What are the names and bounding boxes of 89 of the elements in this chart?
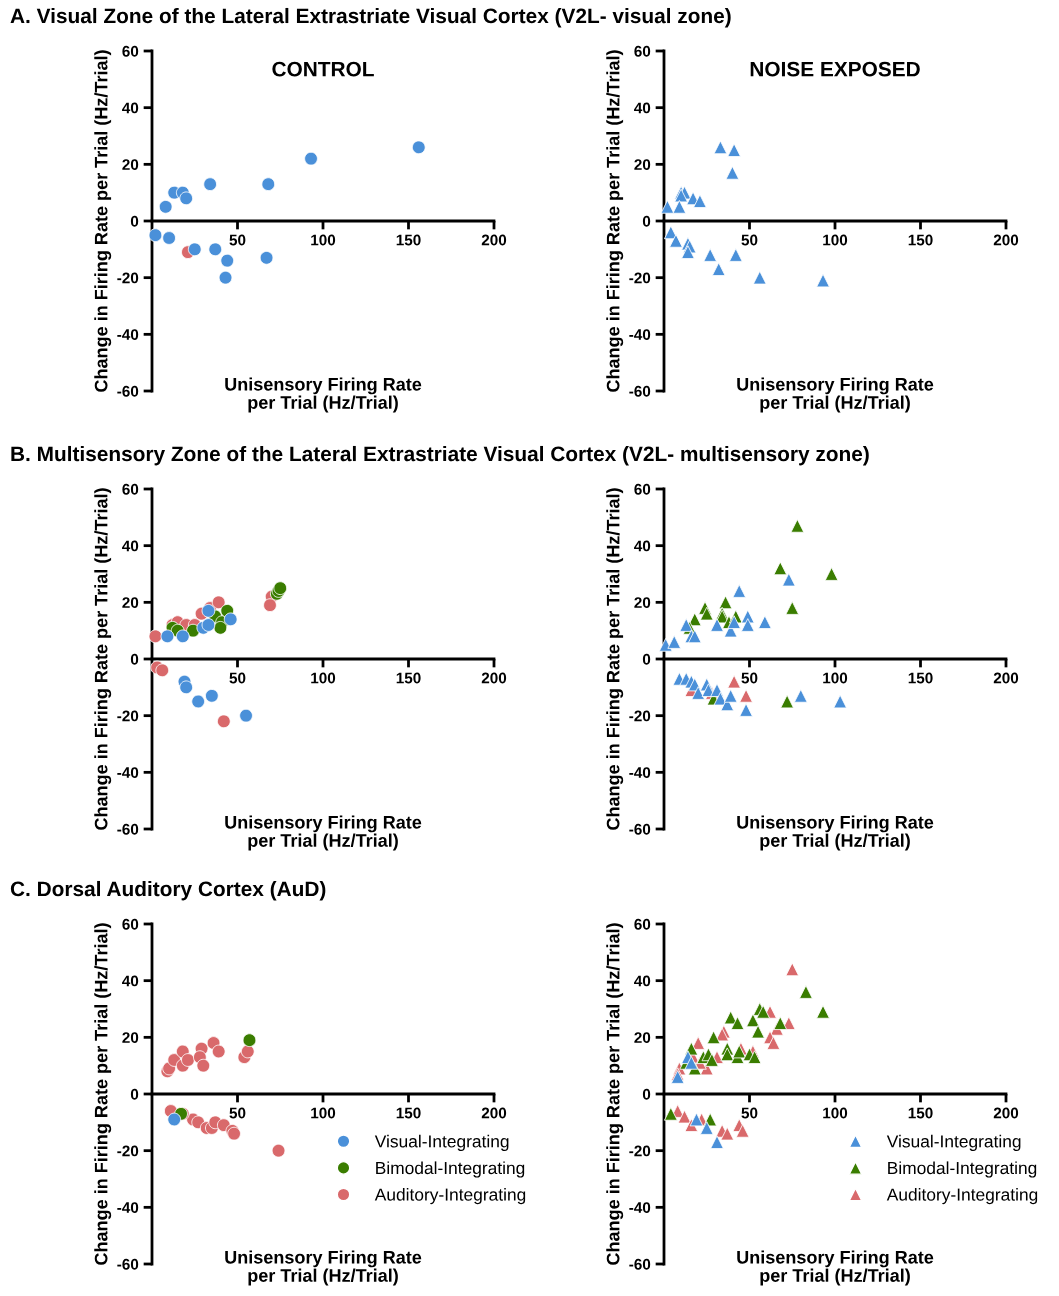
y-tick-label: -40 <box>629 1202 651 1214</box>
y-tick-label: 40 <box>122 102 139 114</box>
y-tick-label: 40 <box>122 540 139 552</box>
x-tick-label: 100 <box>311 234 336 246</box>
y-tick-label: -60 <box>117 385 139 397</box>
legend-label: Visual-Integrating <box>374 1134 509 1151</box>
y-tick-label: 40 <box>122 975 139 987</box>
y-tick-label: 0 <box>642 215 651 227</box>
y-tick-label: -40 <box>117 767 139 779</box>
x-tick-label: 200 <box>481 672 507 684</box>
legend-label: Bimodal-Integrating <box>888 1161 1037 1178</box>
legend-label: Auditory-Integrating <box>886 1187 1038 1205</box>
y-axis-title: Change in Firing Rate per Trial (Hz/Trial) <box>94 923 112 1265</box>
y-tick-label: 40 <box>634 975 651 987</box>
x-tick-label: 50 <box>229 672 246 684</box>
x-tick-label: 100 <box>823 1107 848 1119</box>
y-tick-label: -40 <box>117 1202 139 1214</box>
chart-title: C. Dorsal Auditory Cortex (AuD) <box>10 880 326 901</box>
x-tick-label: 200 <box>481 234 507 246</box>
y-tick-label: -20 <box>117 272 139 284</box>
y-tick-label: 60 <box>122 45 139 57</box>
x-tick-label: 50 <box>741 672 758 684</box>
x-tick-label: 200 <box>993 234 1019 246</box>
x-tick-label: 50 <box>741 1107 758 1119</box>
chart-subtitle: CONTROL <box>272 61 374 77</box>
y-tick-label: -60 <box>629 823 651 835</box>
y-tick-label: 20 <box>634 597 651 609</box>
x-axis-title: Unisensory Firing Rate per Trial (Hz/Trial) <box>225 1250 422 1286</box>
x-tick-label: 100 <box>823 234 848 246</box>
y-tick-label: 20 <box>634 1032 651 1044</box>
y-tick-label: 0 <box>130 653 139 665</box>
y-tick-label: 0 <box>130 1088 139 1100</box>
y-tick-label: -60 <box>629 1258 651 1270</box>
y-tick-label: 60 <box>634 918 651 930</box>
y-tick-label: -60 <box>117 1258 139 1270</box>
y-tick-label: -40 <box>629 329 651 341</box>
x-tick-label: 150 <box>908 1107 933 1119</box>
y-tick-label: 0 <box>642 1088 651 1100</box>
y-axis-title: Change in Firing Rate per Trial (Hz/Trial) <box>606 488 624 830</box>
legend-label: Bimodal-Integrating <box>376 1161 525 1178</box>
x-tick-label: 150 <box>908 672 933 684</box>
x-tick-label: 100 <box>311 1107 336 1119</box>
y-axis-title: Change in Firing Rate per Trial (Hz/Trial) <box>606 923 624 1265</box>
y-axis-title: Change in Firing Rate per Trial (Hz/Trial) <box>94 50 112 392</box>
y-tick-label: -40 <box>629 767 651 779</box>
x-axis-title: Unisensory Firing Rate per Trial (Hz/Trial) <box>737 1250 934 1286</box>
y-tick-label: -40 <box>117 329 139 341</box>
x-tick-label: 50 <box>741 234 758 246</box>
y-tick-label: 40 <box>634 540 651 552</box>
x-tick-label: 200 <box>481 1107 507 1119</box>
x-tick-label: 50 <box>229 234 246 246</box>
x-axis-title: Unisensory Firing Rate per Trial (Hz/Trial) <box>225 815 422 851</box>
y-tick-label: 20 <box>122 597 139 609</box>
y-tick-label: 60 <box>634 483 651 495</box>
x-axis-title: Unisensory Firing Rate per Trial (Hz/Trial) <box>737 377 934 413</box>
y-tick-label: -20 <box>629 272 651 284</box>
y-tick-label: -20 <box>629 710 651 722</box>
y-axis-title: Change in Firing Rate per Trial (Hz/Trial) <box>94 488 112 830</box>
x-tick-label: 100 <box>311 672 336 684</box>
y-tick-label: -60 <box>629 385 651 397</box>
x-tick-label: 150 <box>908 234 933 246</box>
y-tick-label: 0 <box>130 215 139 227</box>
y-axis-title: Change in Firing Rate per Trial (Hz/Trial) <box>606 50 624 392</box>
x-tick-label: 150 <box>396 672 421 684</box>
y-tick-label: 20 <box>122 1032 139 1044</box>
x-axis-title: Unisensory Firing Rate per Trial (Hz/Trial) <box>737 815 934 851</box>
x-tick-label: 100 <box>823 672 848 684</box>
y-tick-label: -60 <box>117 823 139 835</box>
y-tick-label: 20 <box>122 159 139 171</box>
x-tick-label: 200 <box>993 1107 1019 1119</box>
y-tick-label: 0 <box>642 653 651 665</box>
x-tick-label: 150 <box>396 234 421 246</box>
x-tick-label: 50 <box>229 1107 246 1119</box>
legend-label: Auditory-Integrating <box>374 1187 526 1205</box>
x-tick-label: 200 <box>993 672 1019 684</box>
legend-label: Visual-Integrating <box>886 1134 1021 1151</box>
y-tick-label: 20 <box>634 159 651 171</box>
y-tick-label: 60 <box>634 45 651 57</box>
y-tick-label: 40 <box>634 102 651 114</box>
chart-subtitle: NOISE EXPOSED <box>750 61 920 77</box>
chart-title: A. Visual Zone of the Lateral Extrastriate Visual Cortex (V2L- visual zone) <box>10 7 731 28</box>
chart-title: B. Multisensory Zone of the Lateral Extrastriate Visual Cortex (V2L- multisensory zone) <box>11 445 869 466</box>
y-tick-label: 60 <box>122 918 139 930</box>
x-tick-label: 150 <box>396 1107 421 1119</box>
y-tick-label: -20 <box>117 1145 139 1157</box>
y-tick-label: -20 <box>629 1145 651 1157</box>
y-tick-label: -20 <box>117 710 139 722</box>
y-tick-label: 60 <box>122 483 139 495</box>
x-axis-title: Unisensory Firing Rate per Trial (Hz/Trial) <box>225 377 422 413</box>
